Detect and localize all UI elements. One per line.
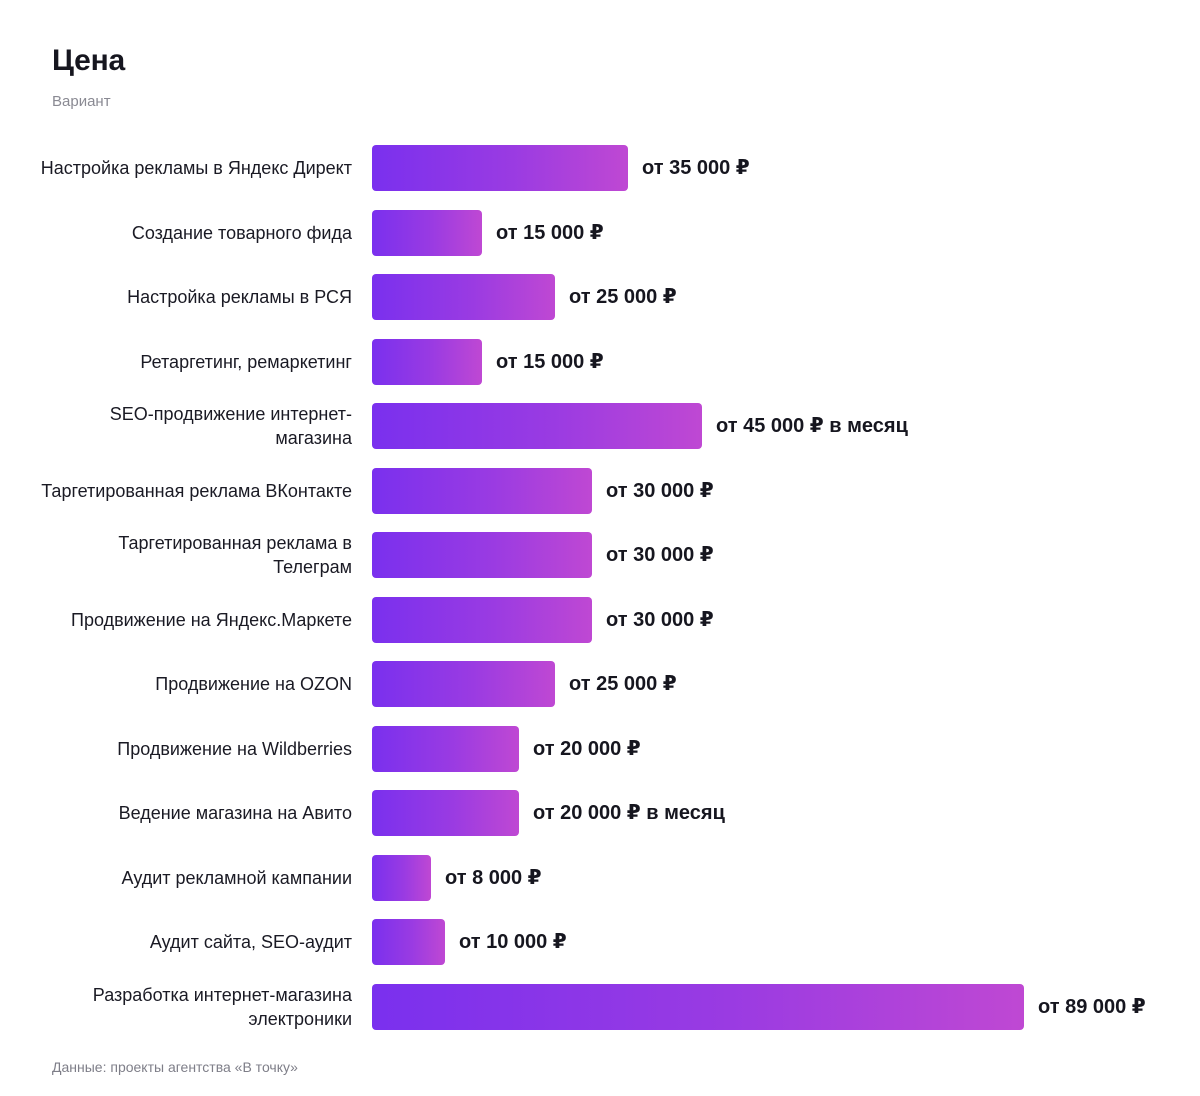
value-label: от 15 000 ₽ bbox=[496, 222, 604, 244]
value-label: от 45 000 ₽ в месяц bbox=[716, 415, 908, 437]
bar bbox=[372, 726, 519, 772]
chart-subtitle: Вариант bbox=[52, 93, 111, 110]
bar bbox=[372, 855, 431, 901]
bar bbox=[372, 403, 702, 449]
value-label: от 10 000 ₽ bbox=[459, 931, 567, 953]
category-label: Разработка интернет-магазина электроники bbox=[92, 985, 352, 1029]
bar bbox=[372, 210, 482, 256]
category-label: Ретаргетинг, ремаркетинг bbox=[140, 352, 352, 372]
value-label: от 89 000 ₽ bbox=[1038, 996, 1146, 1018]
bar bbox=[372, 790, 519, 836]
value-label: от 25 000 ₽ bbox=[569, 673, 677, 695]
bar bbox=[372, 919, 445, 965]
value-label: от 20 000 ₽ bbox=[533, 738, 641, 760]
bar bbox=[372, 661, 555, 707]
value-label: от 25 000 ₽ bbox=[569, 286, 677, 308]
value-label: от 20 000 ₽ в месяц bbox=[533, 802, 725, 824]
bar bbox=[372, 274, 555, 320]
bar bbox=[372, 597, 592, 643]
chart-title: Цена bbox=[52, 44, 125, 77]
category-label: SEO-продвижение интернет-магазина bbox=[109, 404, 352, 448]
value-label: от 35 000 ₽ bbox=[642, 157, 750, 179]
category-label: Настройка рекламы в РСЯ bbox=[127, 287, 352, 307]
value-label: от 30 000 ₽ bbox=[606, 480, 714, 502]
value-label: от 8 000 ₽ bbox=[445, 867, 542, 889]
bar bbox=[372, 468, 592, 514]
category-label: Продвижение на Wildberries bbox=[117, 739, 352, 759]
category-label: Настройка рекламы в Яндекс Директ bbox=[40, 158, 352, 178]
category-label: Продвижение на OZON bbox=[155, 674, 352, 694]
chart-source: Данные: проекты агентства «В точку» bbox=[52, 1059, 298, 1075]
category-label: Создание товарного фида bbox=[131, 223, 352, 243]
category-label: Таргетированная реклама ВКонтакте bbox=[41, 481, 352, 501]
bar bbox=[372, 145, 628, 191]
category-label: Продвижение на Яндекс.Маркете bbox=[71, 610, 352, 630]
value-label: от 30 000 ₽ bbox=[606, 544, 714, 566]
value-label: от 15 000 ₽ bbox=[496, 351, 604, 373]
category-label: Аудит рекламной кампании bbox=[121, 868, 352, 888]
bar bbox=[372, 984, 1024, 1030]
bar bbox=[372, 339, 482, 385]
value-label: от 30 000 ₽ bbox=[606, 609, 714, 631]
category-label: Ведение магазина на Авито bbox=[118, 803, 352, 823]
bar bbox=[372, 532, 592, 578]
category-label: Аудит сайта, SEO-аудит bbox=[149, 932, 352, 952]
category-label: Таргетированная реклама в Телеграм bbox=[118, 533, 352, 577]
